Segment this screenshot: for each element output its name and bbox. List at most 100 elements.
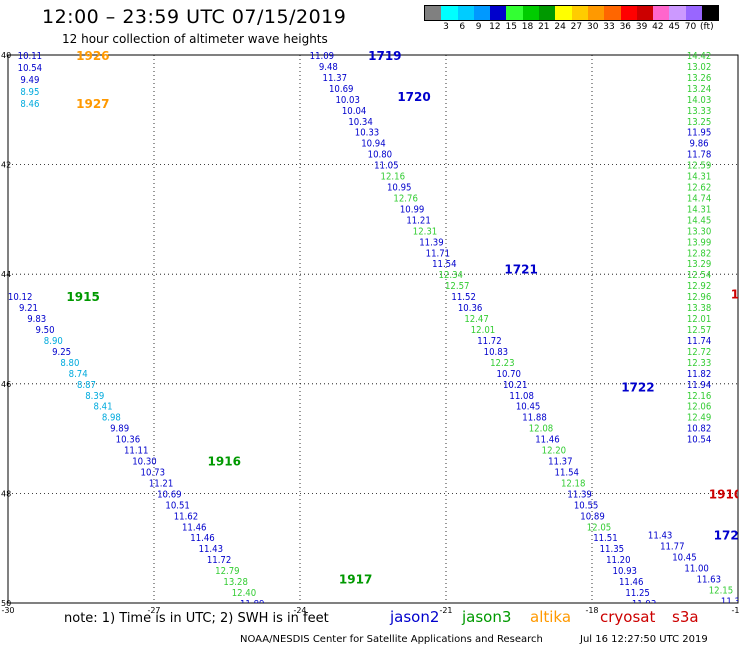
wave-height-value: 10.36 [458,303,482,314]
wave-height-value: 10.54 [18,63,42,74]
legend-swatch [669,6,686,20]
wave-height-value: 12.79 [215,566,239,577]
wave-height-value: 10.95 [387,183,411,194]
wave-height-value: 12.40 [232,588,256,599]
time-label: 1916 [208,455,241,469]
time-label: 1722 [621,381,654,395]
track-layer: 10.1110.549.498.958.461926192710.129.219… [8,49,740,610]
time-label: 1917 [339,572,372,586]
wave-height-value: 11.72 [477,336,501,347]
wave-height-value: 10.04 [342,106,366,117]
wave-height-value: 14.42 [687,51,711,62]
wave-height-value: 11.77 [660,541,684,552]
wave-height-value: 10.33 [355,128,379,139]
wave-height-value: 10.12 [8,292,32,303]
wave-height-value: 13.25 [687,117,711,128]
wave-height-value: 11.46 [535,435,559,446]
wave-height-value: 10.73 [141,467,165,478]
footer-credit: NOAA/NESDIS Center for Satellite Applica… [240,634,543,645]
wave-height-value: 10.36 [116,435,140,446]
lat-tick-label: 48 [1,489,11,498]
wave-height-value: 8.87 [77,380,96,391]
wave-height-value: 12.59 [687,161,711,172]
legend-label: 27 [570,22,583,32]
legend-swatch [506,6,523,20]
lat-tick-label: 46 [1,380,11,389]
mission-label-jason2: jason2 [390,608,440,626]
time-label: 1721 [504,263,537,277]
lon-tick-label: -18 [585,606,598,615]
mission-label-s3a: s3a [672,608,699,626]
wave-height-value: 11.25 [625,588,649,599]
wave-height-value: 10.80 [368,150,392,161]
wave-height-value: 8.90 [44,336,63,347]
wave-height-value: 10.51 [165,500,189,511]
wave-height-value: 10.55 [574,500,598,511]
time-label: 1719 [368,49,401,63]
wave-height-value: 12.72 [687,347,711,358]
mission-label-altika: altika [530,608,572,626]
wave-height-value: 11.54 [432,259,456,270]
wave-height-value: 14.03 [687,95,711,106]
legend-label: 70 [684,22,697,32]
legend-swatch [473,6,491,20]
wave-height-value: 12.01 [471,325,495,336]
wave-height-value: 12.62 [687,183,711,194]
time-label: 1720 [397,90,430,104]
wave-height-value: 8.80 [60,358,79,369]
legend-label: 21 [538,22,550,32]
wave-height-value: 12.18 [561,478,585,489]
wave-height-value: 10.21 [503,380,527,391]
wave-height-value: 11.95 [687,128,711,139]
wave-height-value: 10.94 [361,139,385,150]
wave-height-value: 11.21 [149,478,173,489]
wave-height-value: 12.08 [529,424,553,435]
time-label: 1915 [66,290,99,304]
footer-timestamp: Jul 16 12:27:50 UTC 2019 [580,634,708,645]
wave-height-value: 11.21 [406,215,430,226]
wave-height-value: 12.05 [587,522,611,533]
wave-height-value: 13.29 [687,259,711,270]
wave-height-value: 10.99 [400,204,424,215]
wave-height-value: 12.76 [393,193,417,204]
wave-height-value: 13.30 [687,226,711,237]
wave-height-value: 11.11 [124,446,148,457]
wave-height-value: 13.33 [687,106,711,117]
wave-height-value: 12.15 [709,585,733,596]
legend-swatch [604,6,621,20]
wave-height-value: 13.28 [223,577,247,588]
wave-height-value: 12.82 [687,248,711,259]
wave-height-value: 11.74 [687,336,711,347]
color-scale-legend [424,5,720,21]
wave-height-value: 14.45 [687,215,711,226]
legend-swatch [555,6,572,20]
wave-height-value: 12.33 [687,358,711,369]
wave-height-value: 12.92 [687,281,711,292]
wave-height-value: 10.54 [687,435,711,446]
legend-label: 12 [489,22,501,32]
wave-height-value: 11.88 [522,413,546,424]
legend-label: 24 [554,22,566,32]
wave-height-value: 11.20 [606,555,630,566]
wave-height-value: 13.24 [687,84,711,95]
legend-label: 45 [668,22,680,32]
wave-height-value: 11.94 [687,380,711,391]
wave-height-value: 10.34 [348,117,372,128]
legend-swatch [425,6,442,20]
wave-height-value: 8.98 [102,413,121,424]
time-label: 1909 [731,287,740,301]
wave-height-value: 11.93 [632,599,656,610]
wave-height-value: 13.26 [687,73,711,84]
wave-height-value: 12.01 [687,314,711,325]
wave-height-value: 12.16 [381,172,405,183]
wave-height-value: 11.39 [567,489,591,500]
time-label: 1723 [714,529,740,543]
wave-height-value: 11.82 [687,369,711,380]
legend-label: 15 [505,22,517,32]
wave-height-value: 11.38 [721,596,740,607]
wave-height-value: 12.23 [490,358,514,369]
mission-label-cryosat: cryosat [600,608,656,626]
wave-height-value: 12.96 [687,292,711,303]
wave-height-value: 8.41 [94,402,113,413]
wave-height-value: 10.70 [497,369,521,380]
